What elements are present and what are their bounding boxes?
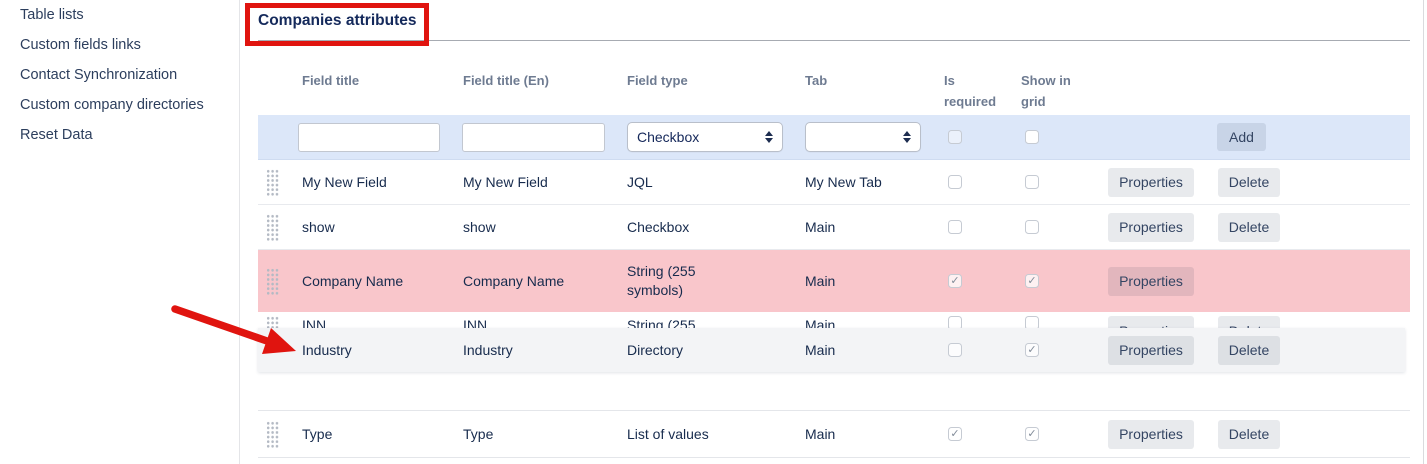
field-type-cell: List of values (627, 425, 709, 442)
show-in-grid-checkbox[interactable] (1025, 130, 1039, 144)
delete-button[interactable]: Delete (1218, 212, 1280, 242)
select-spinner-icon (903, 130, 911, 144)
properties-button[interactable]: Properties (1108, 167, 1194, 197)
is-required-checkbox[interactable]: ✓ (948, 427, 962, 441)
drag-handle-icon[interactable] (266, 420, 279, 448)
field-type-cell: Directory (627, 341, 684, 358)
tab-cell: Main (805, 218, 836, 235)
field-title-en-cell: Industry (463, 341, 513, 358)
field-title-en-input[interactable] (462, 123, 605, 152)
tab-cell: My New Tab (805, 173, 882, 190)
sidebar-item-contact-synchronization[interactable]: Contact Synchronization (20, 67, 178, 83)
annotation-highlight-box (245, 3, 429, 46)
field-type-cell: Checkbox (627, 218, 690, 235)
column-header-tab: Tab (805, 73, 828, 88)
drag-handle-icon[interactable] (266, 267, 279, 295)
drag-handle-icon[interactable] (266, 168, 279, 196)
table-row-inn: INN INN String (255 Main Properties Dele… (258, 312, 1410, 328)
field-title-input[interactable] (298, 123, 440, 152)
settings-sidebar: Table lists Custom fields links Contact … (0, 0, 239, 464)
field-title-en-cell: Company Name (463, 272, 565, 289)
field-title-en-cell: Type (463, 425, 494, 442)
field-title-en-cell: show (463, 218, 496, 235)
sidebar-item-table-lists[interactable]: Table lists (20, 7, 84, 23)
field-title-cell: INN (302, 317, 327, 328)
column-header-field-type: Field type (627, 73, 688, 88)
properties-button[interactable]: Properties (1108, 335, 1194, 365)
column-header-is-required-line1: Is (944, 73, 955, 88)
is-required-checkbox[interactable] (948, 130, 962, 144)
show-in-grid-checkbox[interactable]: ✓ (1025, 343, 1039, 357)
sidebar-item-custom-fields-links[interactable]: Custom fields links (20, 37, 141, 53)
tab-cell: Main (805, 425, 836, 442)
show-in-grid-checkbox[interactable] (1025, 175, 1039, 189)
field-title-en-cell: My New Field (463, 173, 548, 190)
is-required-checkbox[interactable] (948, 220, 962, 234)
field-title-cell: show (302, 218, 335, 235)
field-title-cell: Industry (302, 341, 352, 358)
page-title: Companies attributes (258, 12, 417, 29)
add-attribute-row: Checkbox Add (258, 115, 1410, 160)
field-title-cell: Type (302, 425, 333, 442)
delete-button[interactable]: Delete (1218, 316, 1280, 328)
field-type-select[interactable]: Checkbox (627, 122, 783, 152)
column-header-field-title: Field title (302, 73, 360, 88)
tab-cell: Main (805, 272, 836, 289)
sidebar-divider (239, 0, 240, 464)
table-row-my-new-field: My New Field My New Field JQL My New Tab… (258, 160, 1410, 205)
tab-cell: Main (805, 341, 836, 358)
table-row-type: Type Type List of values Main ✓ ✓ Proper… (258, 410, 1410, 458)
delete-button[interactable]: Delete (1218, 419, 1280, 449)
is-required-checkbox[interactable] (948, 175, 962, 189)
field-title-en-cell: INN (463, 317, 488, 328)
show-in-grid-checkbox[interactable]: ✓ (1025, 427, 1039, 441)
table-row-show: show show Checkbox Main Properties Delet… (258, 205, 1410, 250)
column-header-field-title-en: Field title (En) (463, 73, 549, 88)
column-header-show-in-grid-line2: grid (1021, 94, 1046, 109)
field-type-select-value: Checkbox (637, 129, 700, 145)
is-required-checkbox[interactable] (948, 316, 962, 328)
tab-cell: Main (805, 317, 836, 328)
column-header-show-in-grid: Show in grid (1021, 70, 1071, 112)
delete-button[interactable]: Delete (1218, 167, 1280, 197)
is-required-checkbox[interactable] (948, 343, 962, 357)
column-header-is-required-line2: required (944, 94, 997, 109)
properties-button[interactable]: Properties (1108, 266, 1194, 296)
title-underline (258, 40, 1410, 41)
column-header-is-required: Is required (944, 70, 996, 112)
field-type-cell: String (255 (627, 317, 696, 328)
tab-select[interactable] (805, 122, 921, 152)
table-row-inn-clipped-wrapper: INN INN String (255 Main Properties Dele… (258, 312, 1410, 328)
drag-handle-icon[interactable] (266, 213, 279, 241)
properties-button[interactable]: Properties (1108, 316, 1194, 328)
table-row-company-name: Company Name Company Name String (255 sy… (258, 250, 1410, 312)
sidebar-item-custom-company-directories[interactable]: Custom company directories (20, 97, 204, 113)
drag-handle-icon[interactable] (266, 316, 279, 328)
companies-attributes-section: Companies attributes Field title Field t… (258, 0, 1410, 464)
properties-button[interactable]: Properties (1108, 419, 1194, 449)
delete-button[interactable]: Delete (1218, 335, 1280, 365)
field-type-cell: String (255 symbols) (627, 263, 696, 298)
add-button[interactable]: Add (1217, 123, 1266, 151)
column-header-show-in-grid-line1: Show in (1021, 73, 1071, 88)
show-in-grid-checkbox[interactable] (1025, 316, 1039, 328)
table-row-industry-dragging[interactable]: Industry Industry Directory Main ✓ Prope… (258, 328, 1405, 372)
sidebar-item-reset-data[interactable]: Reset Data (20, 127, 93, 143)
field-type-cell: JQL (627, 173, 653, 190)
show-in-grid-checkbox[interactable]: ✓ (1025, 274, 1039, 288)
pane-right-border (1423, 0, 1424, 464)
field-title-cell: My New Field (302, 173, 387, 190)
select-spinner-icon (765, 130, 773, 144)
show-in-grid-checkbox[interactable] (1025, 220, 1039, 234)
field-title-cell: Company Name (302, 272, 404, 289)
properties-button[interactable]: Properties (1108, 212, 1194, 242)
is-required-checkbox[interactable]: ✓ (948, 274, 962, 288)
